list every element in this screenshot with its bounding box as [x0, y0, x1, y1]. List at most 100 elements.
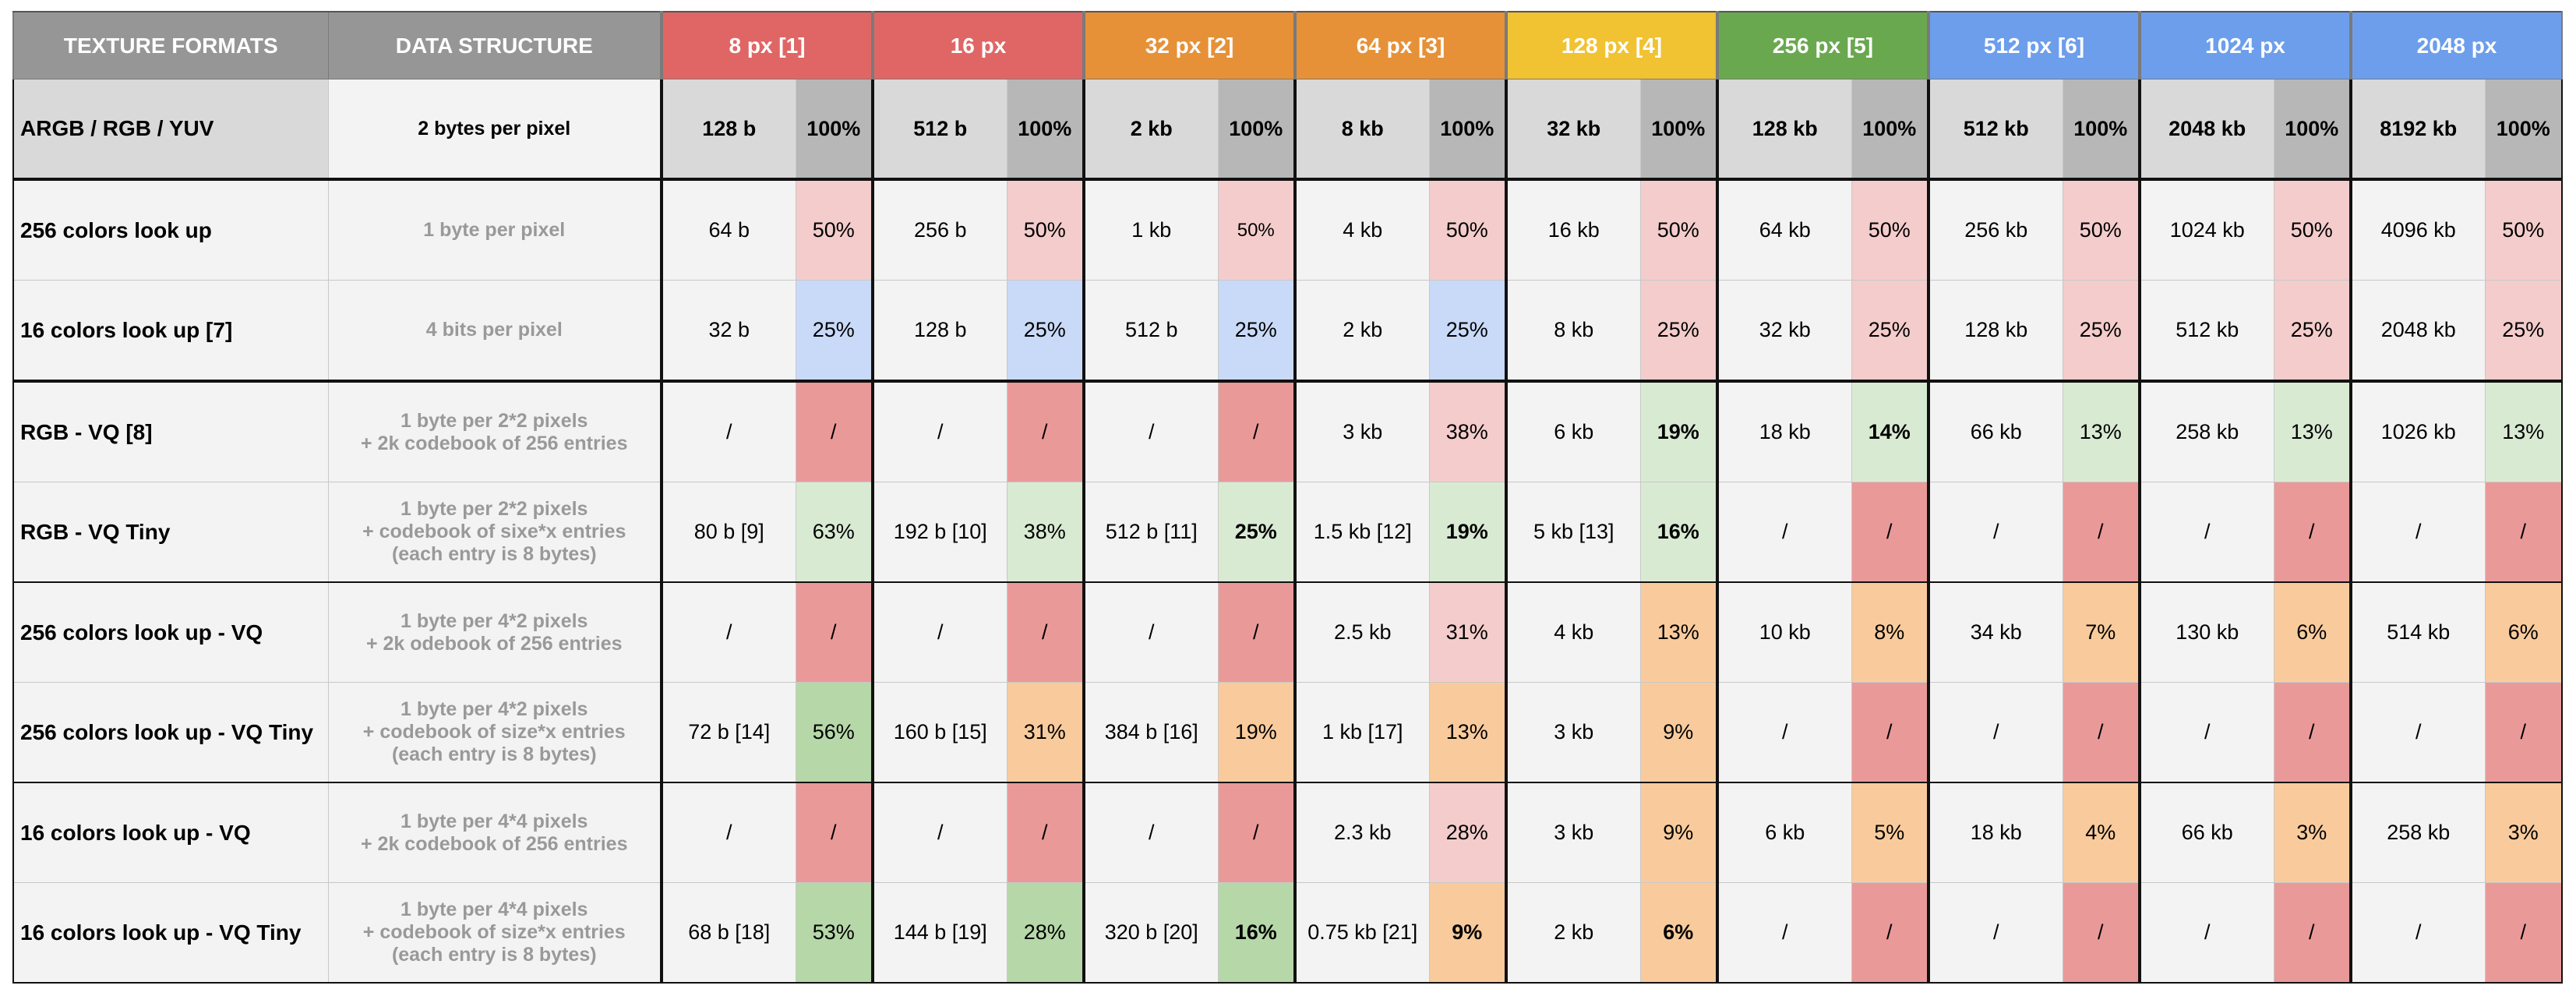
- size-value: 514 kb: [2349, 581, 2486, 683]
- ratio-value: 31%: [1428, 581, 1507, 683]
- ratio-value: 100%: [2484, 79, 2563, 180]
- size-value: 1024 kb: [2138, 178, 2274, 281]
- ratio-value: 38%: [1006, 482, 1085, 583]
- ratio-value: 50%: [1217, 178, 1296, 281]
- size-value: 2048 kb: [2349, 280, 2486, 382]
- header-texture-formats: TEXTURE FORMATS: [12, 11, 329, 79]
- ratio-value: 9%: [1639, 782, 1718, 883]
- ratio-value: /: [2273, 682, 2352, 783]
- size-value: /: [2138, 482, 2274, 583]
- size-value: /: [1927, 682, 2063, 783]
- ratio-value: /: [2062, 482, 2140, 583]
- size-value: 0.75 kb [21]: [1293, 882, 1430, 984]
- ratio-value: 6%: [2484, 581, 2563, 683]
- header-size: 32 px [2]: [1082, 11, 1296, 79]
- ratio-value: /: [2062, 682, 2140, 783]
- ratio-value: /: [1217, 782, 1296, 883]
- ratio-value: 25%: [795, 280, 873, 382]
- size-value: 2048 kb: [2138, 79, 2274, 180]
- data-structure: 1 byte per pixel: [327, 178, 662, 281]
- size-value: 4 kb: [1293, 178, 1430, 281]
- ratio-value: 13%: [1639, 581, 1718, 683]
- ratio-value: 25%: [1639, 280, 1718, 382]
- size-value: 128 kb: [1716, 79, 1852, 180]
- ratio-value: 14%: [1851, 380, 1929, 482]
- size-value: 64 b: [660, 178, 796, 281]
- ratio-value: 100%: [2273, 79, 2352, 180]
- size-value: 66 kb: [1927, 380, 2063, 482]
- size-value: 384 b [16]: [1082, 682, 1219, 783]
- ratio-value: 25%: [2273, 280, 2352, 382]
- ratio-value: 19%: [1428, 482, 1507, 583]
- size-value: 320 b [20]: [1082, 882, 1219, 984]
- size-value: 32 kb: [1716, 280, 1852, 382]
- size-value: 4 kb: [1505, 581, 1641, 683]
- ratio-value: 50%: [2062, 178, 2140, 281]
- texture-format-table: TEXTURE FORMATS DATA STRUCTURE 8 px [1] 16 …: [12, 11, 2563, 984]
- ratio-value: /: [1217, 380, 1296, 482]
- format-name: 256 colors look up - VQ: [12, 581, 329, 683]
- header-size: 256 px [5]: [1716, 11, 1929, 79]
- size-value: /: [1716, 682, 1852, 783]
- table-row: 16 colors look up - VQ 1 byte per 4*4 pix…: [12, 782, 2563, 883]
- ratio-value: 8%: [1851, 581, 1929, 683]
- data-structure: 1 byte per 4*2 pixels + 2k odebook of 25…: [327, 581, 662, 683]
- ratio-value: 16%: [1217, 882, 1296, 984]
- ratio-value: 56%: [795, 682, 873, 783]
- ratio-value: 28%: [1428, 782, 1507, 883]
- size-value: 1026 kb: [2349, 380, 2486, 482]
- ratio-value: 100%: [1006, 79, 1085, 180]
- size-value: 68 b [18]: [660, 882, 796, 984]
- ratio-value: 38%: [1428, 380, 1507, 482]
- size-value: 256 b: [871, 178, 1007, 281]
- size-value: 34 kb: [1927, 581, 2063, 683]
- size-value: 18 kb: [1716, 380, 1852, 482]
- ratio-value: 25%: [2484, 280, 2563, 382]
- format-name: 16 colors look up - VQ Tiny: [12, 882, 329, 984]
- size-value: /: [660, 380, 796, 482]
- size-value: 66 kb: [2138, 782, 2274, 883]
- size-value: /: [871, 380, 1007, 482]
- size-value: 512 b: [1082, 280, 1219, 382]
- size-value: 6 kb: [1716, 782, 1852, 883]
- ratio-value: /: [1006, 581, 1085, 683]
- size-value: /: [2349, 882, 2486, 984]
- format-name: 16 colors look up - VQ: [12, 782, 329, 883]
- ratio-value: 3%: [2484, 782, 2563, 883]
- ratio-value: 31%: [1006, 682, 1085, 783]
- ratio-value: /: [2273, 882, 2352, 984]
- format-name: ARGB / RGB / YUV: [12, 79, 329, 180]
- size-value: 2 kb: [1505, 882, 1641, 984]
- ratio-value: 100%: [1217, 79, 1296, 180]
- size-value: /: [1927, 882, 2063, 984]
- size-value: 144 b [19]: [871, 882, 1007, 984]
- ratio-value: 25%: [1006, 280, 1085, 382]
- header-size: 512 px [6]: [1927, 11, 2140, 79]
- size-value: 512 kb: [2138, 280, 2274, 382]
- header-data-structure: DATA STRUCTURE: [327, 11, 662, 79]
- ratio-value: 50%: [1851, 178, 1929, 281]
- size-value: /: [2138, 682, 2274, 783]
- size-value: 72 b [14]: [660, 682, 796, 783]
- size-value: 192 b [10]: [871, 482, 1007, 583]
- size-value: 1 kb [17]: [1293, 682, 1430, 783]
- size-value: /: [2349, 682, 2486, 783]
- ratio-value: /: [795, 380, 873, 482]
- size-value: 4096 kb: [2349, 178, 2486, 281]
- ratio-value: /: [2273, 482, 2352, 583]
- ratio-value: 7%: [2062, 581, 2140, 683]
- size-value: 8 kb: [1293, 79, 1430, 180]
- table-row: RGB - VQ Tiny 1 byte per 2*2 pixels + cod…: [12, 482, 2563, 583]
- header-size: 128 px [4]: [1505, 11, 1718, 79]
- size-value: 3 kb: [1293, 380, 1430, 482]
- ratio-value: 50%: [2273, 178, 2352, 281]
- ratio-value: /: [1006, 380, 1085, 482]
- size-value: 130 kb: [2138, 581, 2274, 683]
- ratio-value: 25%: [1217, 280, 1296, 382]
- ratio-value: 50%: [1639, 178, 1718, 281]
- size-value: /: [660, 581, 796, 683]
- size-value: 512 kb: [1927, 79, 2063, 180]
- header-size: 2048 px: [2349, 11, 2563, 79]
- header-size: 16 px: [871, 11, 1085, 79]
- size-value: /: [1082, 380, 1219, 482]
